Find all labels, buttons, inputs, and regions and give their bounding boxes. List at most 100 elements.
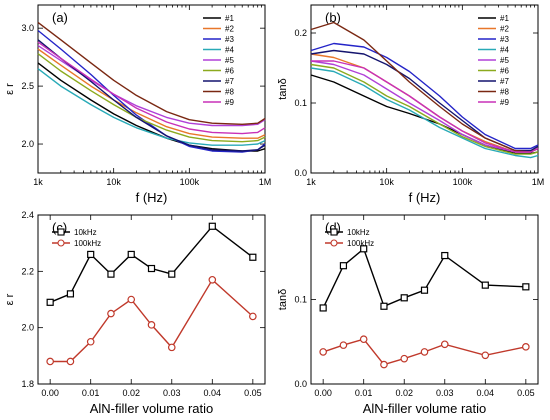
plot-frame (37, 4, 266, 174)
legend-label: #2 (225, 25, 234, 34)
x-tick-label: 0.03 (163, 388, 181, 398)
data-point (440, 340, 449, 349)
legend-entry: 100kHz (52, 239, 101, 248)
legend-entry: #7 (478, 77, 509, 86)
legend-entry: #9 (203, 98, 234, 107)
legend-label: #3 (225, 35, 234, 44)
series-3 (310, 42, 539, 150)
y-axis-label: ε r (4, 83, 16, 95)
data-point (522, 343, 530, 351)
legend-marker (57, 239, 65, 247)
x-tick-label: 0.01 (355, 388, 373, 398)
data-point (339, 341, 348, 349)
series-9 (37, 41, 266, 135)
legend-label: 100kHz (74, 239, 101, 248)
data-point (107, 270, 115, 278)
series-6 (310, 63, 539, 155)
x-tick-label: 1M (532, 177, 545, 187)
legend-label: 10kHz (347, 228, 370, 237)
series-9 (311, 60, 539, 153)
legend-label: #6 (225, 67, 234, 76)
data-point (339, 262, 348, 270)
panel-4: 0.00 0.01 0.02 0.03 0.04 0.05 0.0 0.1 AlN-filler… (277, 214, 539, 416)
panel-1: 1k 10k 100k 1M 2.0 2.5 3.0 f (Hz) ε r (a) #1 #2#3 #4… (4, 4, 272, 205)
data-point (147, 321, 156, 329)
panel-2: 1k 10k 100k 1M 0.0 0.1 0.2 f (Hz) tanδ (b) #1 #2#3 #… (277, 4, 545, 205)
x-tick-label: 0.02 (122, 388, 140, 398)
legend-label: #2 (500, 25, 509, 34)
series-4 (37, 68, 266, 146)
panel-label: (a) (52, 10, 68, 25)
series-line (37, 48, 266, 139)
legend-label: #1 (225, 14, 234, 23)
data-point (319, 304, 327, 312)
legend-label: #5 (225, 56, 234, 65)
data-point (127, 295, 136, 304)
legend-entry: #4 (478, 46, 509, 55)
data-point (400, 294, 408, 302)
data-point (441, 251, 449, 260)
series-line (37, 21, 266, 126)
series-line (37, 39, 266, 152)
data-point (86, 337, 95, 346)
x-tick-label: 0.02 (395, 388, 413, 398)
legend-marker (57, 228, 65, 236)
x-axis-label: f (Hz) (136, 190, 168, 205)
x-tick-label: 0.01 (82, 388, 100, 398)
legend-entry: #1 (203, 14, 234, 23)
y-tick-label: 0.0 (294, 379, 307, 389)
legend-label: #7 (500, 77, 509, 86)
y-axis-label: tanδ (277, 78, 289, 99)
series-line (310, 21, 539, 153)
y-tick-label: 2.5 (21, 81, 34, 91)
data-point (208, 275, 217, 284)
series-line (49, 225, 254, 303)
series-line (37, 53, 266, 143)
legend-label: #9 (500, 98, 509, 107)
legend-label: #6 (500, 67, 509, 76)
plot-frame (37, 214, 266, 385)
legend-entry: #3 (203, 35, 234, 44)
legend-label: #9 (225, 98, 234, 107)
data-point (319, 348, 327, 356)
series-line (37, 41, 266, 135)
legend-entry: #3 (478, 35, 509, 44)
y-tick-label: 0.1 (294, 295, 307, 305)
legend-label: 10kHz (74, 228, 97, 237)
data-point (66, 290, 75, 298)
y-tick-label: 3.0 (21, 23, 34, 33)
legend-entry: #5 (203, 56, 234, 65)
legend-entry: 10kHz (52, 228, 97, 237)
x-tick-label: 1M (259, 177, 272, 187)
series-line (322, 247, 526, 309)
y-tick-label: 1.8 (21, 379, 34, 389)
x-tick-label: 100k (180, 177, 200, 187)
x-axis-label: AlN-filler volume ratio (363, 401, 487, 416)
y-tick-label: 2.0 (21, 323, 34, 333)
y-tick-label: 2.0 (21, 139, 34, 149)
x-tick-label: 0.00 (314, 388, 332, 398)
y-tick-label: 0.1 (294, 98, 307, 108)
data-point (107, 309, 115, 318)
data-point (359, 335, 368, 344)
data-point (380, 302, 388, 310)
x-tick-label: 10k (106, 177, 121, 187)
y-axis-label: ε r (4, 293, 16, 305)
panel-3: 0.00 0.01 0.02 0.03 0.04 0.05 1.8 2.0 2.2 2.4 AlN-… (4, 210, 266, 416)
legend-entry: #8 (203, 88, 234, 97)
x-tick-label: 10k (379, 177, 394, 187)
legend-entry: #5 (478, 56, 509, 65)
data-point (127, 250, 135, 259)
data-point (420, 286, 429, 294)
legend-label: #1 (500, 14, 509, 23)
legend-label: #4 (225, 46, 234, 55)
legend-entry: #4 (203, 46, 234, 55)
data-point (87, 250, 95, 259)
data-point (380, 360, 388, 369)
series-2 (46, 275, 257, 366)
legend-entry: #9 (478, 98, 509, 107)
legend-entry: 10kHz (325, 228, 370, 237)
legend-marker (330, 239, 338, 247)
x-axis-label: f (Hz) (409, 190, 441, 205)
